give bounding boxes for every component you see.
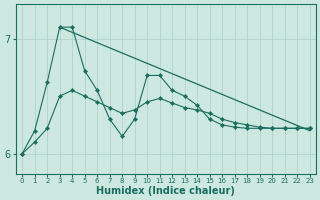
X-axis label: Humidex (Indice chaleur): Humidex (Indice chaleur) bbox=[96, 186, 235, 196]
